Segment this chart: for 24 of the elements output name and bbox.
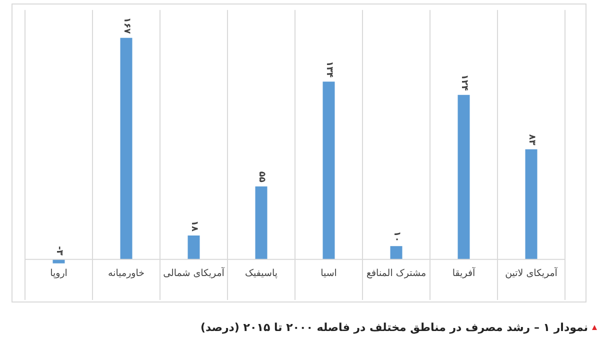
x-tick-label: آمریکای لاتین <box>505 267 558 279</box>
bar <box>322 82 335 260</box>
data-label: -۳ <box>54 246 64 256</box>
data-label: ۱۶۷ <box>121 17 132 34</box>
data-label: ۱۸ <box>188 220 199 232</box>
x-tick-label: آفریقا <box>452 267 476 279</box>
data-label: ۱۳۴ <box>324 61 334 78</box>
bar <box>188 235 200 260</box>
x-tick-label: اروپا <box>50 268 68 279</box>
data-label: ۸۳ <box>526 134 536 146</box>
data-label: ۱۲۴ <box>458 74 469 92</box>
x-tick-label: اسیا <box>320 268 337 279</box>
data-label: ۱۰ <box>391 231 402 242</box>
text: نمودار ۱ – رشد مصرف در مناطق مختلف در فاصله ۲۰۰۰ تا ۲۰۱۵ (درصد) <box>200 321 588 334</box>
bar <box>525 149 538 260</box>
x-tick-label: خاورمیانه <box>108 268 145 279</box>
x-tick-label: آمریکای شمالی <box>163 267 225 279</box>
x-tick-label: مشترک المنافع <box>366 268 426 279</box>
bar <box>390 246 402 260</box>
data-label: ۵۵ <box>256 171 266 183</box>
bar <box>255 186 268 260</box>
bar <box>458 94 470 260</box>
x-tick-label: پاسیفیک <box>244 268 278 279</box>
bar <box>120 38 132 260</box>
